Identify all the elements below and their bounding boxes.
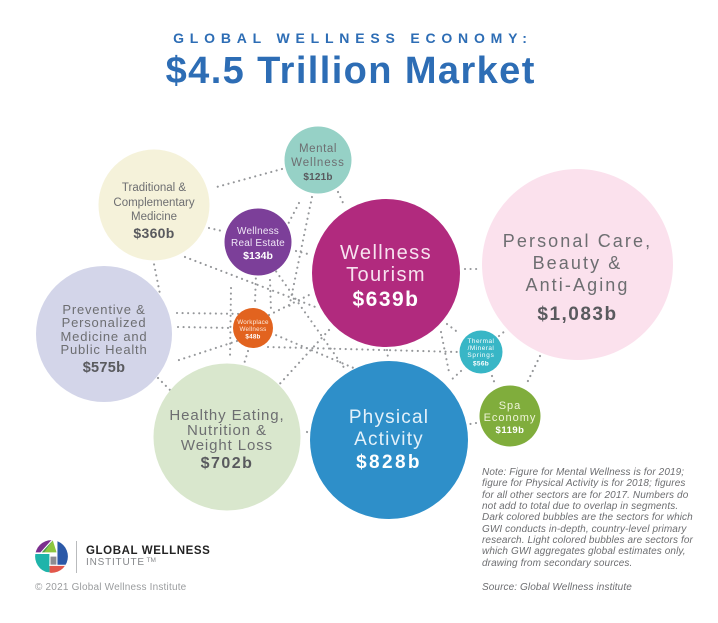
svg-text:$121b: $121b bbox=[303, 172, 332, 183]
svg-text:Spa: Spa bbox=[499, 400, 522, 412]
svg-text:Wellness: Wellness bbox=[239, 326, 266, 333]
svg-text:Preventive &: Preventive & bbox=[62, 302, 145, 317]
svg-text:Personal Care,: Personal Care, bbox=[503, 231, 652, 251]
svg-text:$702b: $702b bbox=[201, 455, 254, 472]
svg-text:Real Estate: Real Estate bbox=[231, 238, 285, 249]
svg-text:Beauty &: Beauty & bbox=[533, 253, 623, 273]
svg-text:Activity: Activity bbox=[354, 429, 424, 450]
svg-text:Public Health: Public Health bbox=[61, 342, 148, 357]
svg-text:Economy: Economy bbox=[484, 412, 537, 424]
svg-text:/Mineral: /Mineral bbox=[468, 345, 495, 352]
svg-text:Thermal: Thermal bbox=[468, 338, 495, 345]
svg-text:$48b: $48b bbox=[245, 334, 260, 341]
svg-text:Weight Loss: Weight Loss bbox=[181, 437, 273, 454]
svg-text:Anti-Aging: Anti-Aging bbox=[525, 275, 629, 295]
svg-text:Tourism: Tourism bbox=[346, 264, 426, 286]
svg-text:$575b: $575b bbox=[83, 360, 126, 376]
svg-text:$1,083b: $1,083b bbox=[537, 304, 617, 325]
svg-text:Springs: Springs bbox=[467, 352, 494, 359]
svg-text:Traditional &: Traditional & bbox=[122, 182, 186, 194]
svg-text:$56b: $56b bbox=[473, 361, 489, 368]
svg-text:$134b: $134b bbox=[243, 250, 273, 262]
svg-text:$828b: $828b bbox=[356, 452, 422, 473]
svg-text:Medicine: Medicine bbox=[131, 211, 177, 223]
svg-text:$119b: $119b bbox=[496, 425, 525, 436]
svg-text:Personalized: Personalized bbox=[62, 315, 147, 330]
svg-text:Nutrition &: Nutrition & bbox=[187, 422, 267, 439]
svg-text:$360b: $360b bbox=[133, 225, 174, 241]
svg-text:Wellness: Wellness bbox=[291, 157, 345, 169]
svg-text:$639b: $639b bbox=[352, 288, 419, 311]
svg-text:Workplace: Workplace bbox=[237, 319, 269, 326]
svg-text:Wellness: Wellness bbox=[237, 226, 279, 237]
svg-text:Mental: Mental bbox=[299, 143, 337, 155]
svg-text:Complementary: Complementary bbox=[113, 197, 194, 209]
svg-text:Physical: Physical bbox=[349, 407, 429, 428]
svg-text:Wellness: Wellness bbox=[340, 242, 432, 264]
svg-text:Healthy Eating,: Healthy Eating, bbox=[169, 407, 284, 424]
svg-text:Medicine and: Medicine and bbox=[61, 329, 148, 344]
